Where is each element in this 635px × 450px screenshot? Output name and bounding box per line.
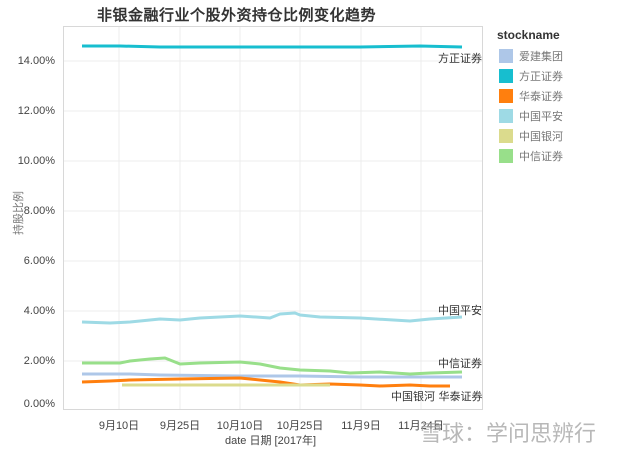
series-fangzheng <box>82 44 463 49</box>
legend-item[interactable]: 中信证券 <box>497 146 563 166</box>
swatch-icon <box>499 109 513 123</box>
swatch-icon <box>499 69 513 83</box>
x-tick: 11月24日 <box>398 420 444 432</box>
y-tick: 8.00% <box>23 205 55 217</box>
legend-item[interactable]: 方正证券 <box>497 66 563 86</box>
legend-item[interactable]: 爱建集团 <box>497 46 563 66</box>
series-zhongxin <box>82 356 463 376</box>
x-tick: 11月9日 <box>341 420 381 432</box>
y-tick: 6.00% <box>23 255 55 267</box>
legend-item[interactable]: 中国银河 <box>497 126 563 146</box>
legend-item[interactable]: 中国平安 <box>497 106 563 126</box>
y-tick: 2.00% <box>23 355 55 367</box>
x-tick: 9月25日 <box>159 420 201 432</box>
label-pingan: 中国平安 <box>438 304 482 317</box>
y-tick: 14.00% <box>17 55 55 67</box>
legend: stockname 爱建集团 方正证券 华泰证券 中国平安 中国银河 中信证券 <box>497 28 563 166</box>
legend-item[interactable]: 华泰证券 <box>497 86 563 106</box>
swatch-icon <box>499 89 513 103</box>
series-aijian <box>82 372 462 379</box>
x-tick: 10月25日 <box>276 420 324 432</box>
y-tick: 12.00% <box>17 105 55 117</box>
y-tick: 4.00% <box>23 305 55 317</box>
label-yinhe-huatai: 中国银河 华泰证券 <box>391 390 483 403</box>
label-fangzheng: 方正证券 <box>438 52 482 65</box>
x-axis-label: date 日期 [2017年] <box>225 435 317 447</box>
swatch-icon <box>499 149 513 163</box>
watermark: 雪球：学问思辨行 <box>420 421 597 446</box>
swatch-icon <box>499 49 513 63</box>
y-axis-label: 持股比例 <box>13 191 25 235</box>
chart-title: 非银金融行业个股外资持仓比例变化趋势 <box>97 6 377 24</box>
label-zhongxin: 中信证券 <box>438 357 482 370</box>
x-tick: 9月10日 <box>98 420 140 432</box>
y-tick: 0.00% <box>23 398 55 410</box>
series-pingan <box>81 311 463 325</box>
plot-area <box>63 26 483 410</box>
y-tick: 10.00% <box>17 155 55 167</box>
swatch-icon <box>499 129 513 143</box>
legend-title: stockname <box>497 28 560 42</box>
x-tick: 10月10日 <box>216 420 264 432</box>
